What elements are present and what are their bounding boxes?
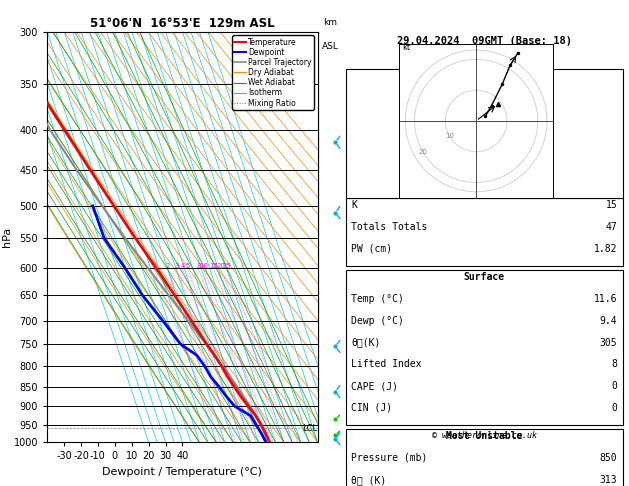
Text: 8: 8 — [611, 359, 617, 369]
Text: Lifted Index: Lifted Index — [351, 359, 422, 369]
Text: Totals Totals: Totals Totals — [351, 222, 428, 232]
Text: 850: 850 — [599, 453, 617, 463]
Text: 10: 10 — [199, 263, 208, 269]
Text: 11.6: 11.6 — [594, 294, 617, 304]
Text: Dewp (°C): Dewp (°C) — [351, 316, 404, 326]
Text: 25: 25 — [222, 263, 231, 269]
Text: 3: 3 — [174, 263, 179, 269]
Text: 9.4: 9.4 — [599, 316, 617, 326]
Bar — [346, 270, 623, 425]
Text: Pressure (mb): Pressure (mb) — [351, 453, 428, 463]
X-axis label: Dewpoint / Temperature (°C): Dewpoint / Temperature (°C) — [103, 467, 262, 477]
Text: CAPE (J): CAPE (J) — [351, 381, 398, 391]
Text: Surface: Surface — [464, 272, 505, 282]
Bar — [346, 69, 623, 198]
Text: km: km — [323, 18, 337, 28]
Text: θᴇ(K): θᴇ(K) — [351, 338, 381, 347]
Title: 51°06'N  16°53'E  129m ASL: 51°06'N 16°53'E 129m ASL — [90, 17, 275, 31]
Text: CIN (J): CIN (J) — [351, 403, 392, 413]
Bar — [346, 198, 623, 266]
Text: © weatheronline.co.uk: © weatheronline.co.uk — [432, 431, 537, 440]
Legend: Temperature, Dewpoint, Parcel Trajectory, Dry Adiabat, Wet Adiabat, Isotherm, Mi: Temperature, Dewpoint, Parcel Trajectory… — [232, 35, 314, 110]
Text: 0: 0 — [611, 403, 617, 413]
Text: 313: 313 — [599, 475, 617, 485]
Text: 0: 0 — [611, 381, 617, 391]
Text: θᴇ (K): θᴇ (K) — [351, 475, 387, 485]
Text: 305: 305 — [599, 338, 617, 347]
Text: 8: 8 — [196, 263, 201, 269]
Text: 1: 1 — [152, 263, 157, 269]
Bar — [346, 429, 623, 486]
Y-axis label: hPa: hPa — [3, 227, 12, 247]
Text: 29.04.2024  09GMT (Base: 18): 29.04.2024 09GMT (Base: 18) — [397, 35, 572, 46]
Text: kt: kt — [402, 43, 410, 52]
Text: 15: 15 — [209, 263, 218, 269]
Text: PW (cm): PW (cm) — [351, 244, 392, 254]
Text: 20: 20 — [418, 149, 427, 155]
Text: 1.82: 1.82 — [594, 244, 617, 254]
Text: 15: 15 — [606, 200, 617, 210]
Text: 20: 20 — [216, 263, 225, 269]
Text: K: K — [351, 200, 357, 210]
Text: 4: 4 — [181, 263, 185, 269]
Text: Temp (°C): Temp (°C) — [351, 294, 404, 304]
Text: 10: 10 — [445, 133, 454, 139]
Text: ASL: ASL — [322, 42, 338, 51]
Text: 47: 47 — [606, 222, 617, 232]
Text: 5: 5 — [186, 263, 190, 269]
Text: Most Unstable: Most Unstable — [446, 431, 523, 441]
Text: 2: 2 — [165, 263, 170, 269]
Text: LCL: LCL — [302, 424, 317, 433]
